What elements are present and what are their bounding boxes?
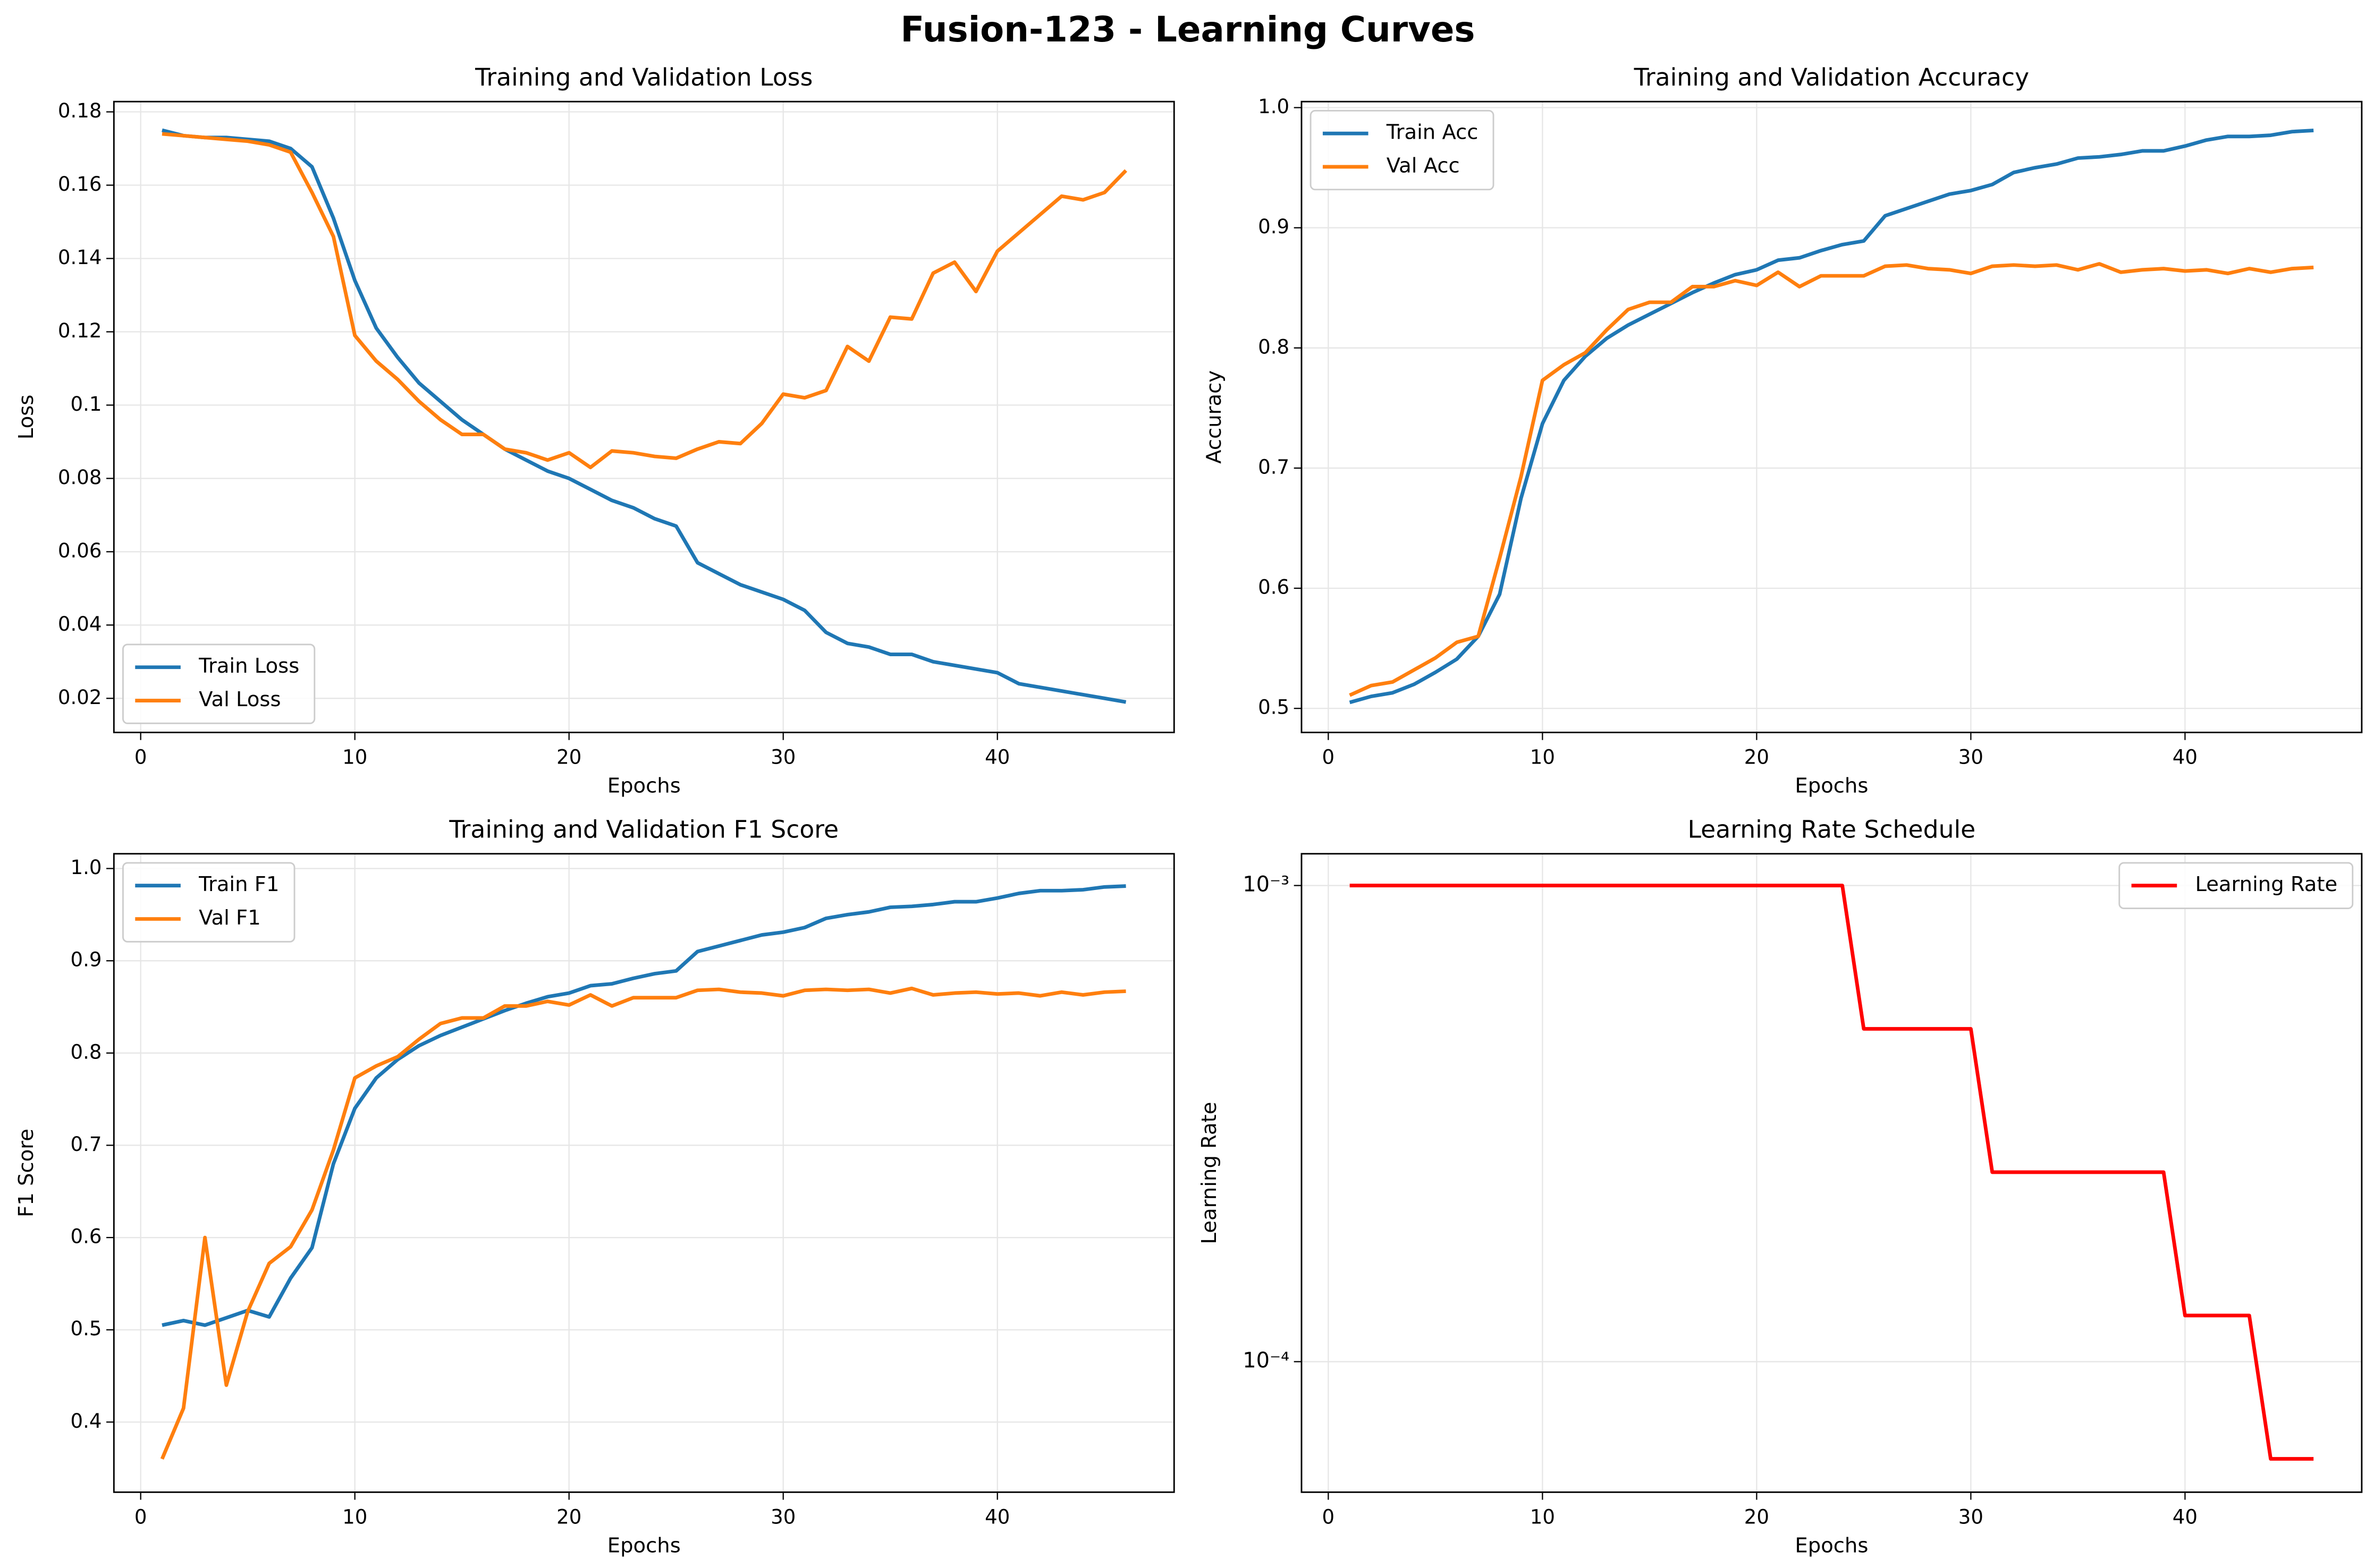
legend-label: Val Loss <box>199 688 281 711</box>
legend: Learning Rate <box>2118 862 2354 909</box>
y-tick-label: 0.12 <box>58 319 102 342</box>
y-axis-label: F1 Score <box>14 1129 38 1217</box>
y-tick-label: 0.14 <box>58 246 102 269</box>
x-tick-label: 10 <box>342 745 367 768</box>
x-axis-label: Epochs <box>1795 1534 1868 1558</box>
series-line <box>162 132 1128 470</box>
y-tick-label: 0.9 <box>1258 215 1289 238</box>
series-line <box>1349 262 2314 697</box>
subplot-title: Training and Validation Accuracy <box>1634 63 2029 91</box>
subplot: 0 10 20 30 40 0.4 0.5 0.6 0.7 0.8 0.9 1.0 Training a… <box>14 815 1175 1558</box>
y-tick-label: 0.18 <box>58 99 102 122</box>
y-tick-label: 0.6 <box>70 1225 102 1248</box>
series-line <box>1349 129 2314 705</box>
subplot: 0 10 20 30 40 0.5 0.6 0.7 0.8 0.9 1.0 Training and … <box>1202 63 2363 798</box>
x-tick-label: 0 <box>134 745 147 768</box>
x-tick-label: 20 <box>1744 745 1769 768</box>
axes-frame <box>113 100 1175 733</box>
legend-label: Train F1 <box>198 872 279 896</box>
legend-frame <box>1309 109 1494 191</box>
x-tick-label: 20 <box>556 745 581 768</box>
y-axis-label: Learning Rate <box>1197 1102 1221 1244</box>
y-tick-label: 0.5 <box>70 1317 102 1340</box>
x-tick-label: 0 <box>1322 1505 1335 1528</box>
y-tick-label: 0.8 <box>1258 335 1289 358</box>
x-axis-label: Epochs <box>1795 774 1868 798</box>
axes-frame <box>1300 853 2363 1493</box>
x-tick-label: 40 <box>985 745 1010 768</box>
x-tick-label: 40 <box>2173 745 2198 768</box>
legend-frame <box>122 862 295 943</box>
y-tick-label: 0.6 <box>1258 576 1289 599</box>
x-axis-label: Epochs <box>607 1534 681 1558</box>
y-axis-label: Loss <box>14 395 38 439</box>
x-tick-label: 0 <box>1322 745 1335 768</box>
y-tick-label: 1.0 <box>70 856 102 879</box>
legend-label: Train Loss <box>198 654 299 678</box>
axes-frame <box>113 853 1175 1493</box>
y-tick-label: 10⁻⁴ <box>1243 1349 1289 1373</box>
axes-frame <box>1300 100 2363 733</box>
x-tick-label: 30 <box>1958 1505 1983 1528</box>
x-tick-label: 10 <box>1530 745 1555 768</box>
y-tick-label: 0.1 <box>70 393 102 416</box>
legend: Train F1 Val F1 <box>122 862 295 943</box>
y-tick-label: 0.9 <box>70 948 102 971</box>
subplot-title: Training and Validation F1 Score <box>449 815 839 843</box>
x-tick-label: 20 <box>556 1505 581 1528</box>
x-tick-label: 40 <box>2173 1505 2198 1528</box>
legend-label: Train Acc <box>1386 121 1479 145</box>
x-tick-label: 20 <box>1744 1505 1769 1528</box>
x-tick-label: 40 <box>985 1505 1010 1528</box>
y-tick-label: 0.06 <box>58 539 102 562</box>
y-tick-label: 0.16 <box>58 173 102 196</box>
y-tick-label: 0.8 <box>70 1040 102 1063</box>
y-tick-label: 0.7 <box>1258 455 1289 478</box>
subplot: 0 10 20 30 40 0.02 0.04 0.06 0.08 0.1 0.12 0.14 0.16… <box>14 63 1175 798</box>
y-tick-label: 0.02 <box>58 686 102 709</box>
y-tick-label: 0.08 <box>58 466 102 489</box>
x-tick-label: 30 <box>771 1505 796 1528</box>
y-tick-label: 0.7 <box>70 1133 102 1156</box>
series-line <box>1349 884 2314 1461</box>
legend-label: Val Acc <box>1387 154 1460 177</box>
x-tick-label: 30 <box>1958 745 1983 768</box>
series-line <box>160 986 1126 1460</box>
legend-label: Learning Rate <box>2195 872 2337 896</box>
legend: Train Loss Val Loss <box>122 643 316 724</box>
y-tick-label: 0.5 <box>1258 696 1289 719</box>
y-tick-label: 1.0 <box>1258 95 1289 118</box>
subplot-title: Learning Rate Schedule <box>1688 815 1976 843</box>
y-tick-label: 10⁻³ <box>1243 872 1289 897</box>
series-line <box>162 128 1127 704</box>
y-tick-label: 0.04 <box>58 613 102 635</box>
series-line <box>162 884 1126 1327</box>
y-axis-label: Accuracy <box>1202 370 1226 464</box>
x-tick-label: 10 <box>1530 1505 1555 1528</box>
figure-title: Fusion-123 - Learning Curves <box>900 10 1475 50</box>
legend-frame <box>122 643 316 724</box>
legend: Train Acc Val Acc <box>1309 109 1494 191</box>
subplot-title: Training and Validation Loss <box>475 63 813 91</box>
x-tick-label: 0 <box>134 1505 147 1528</box>
legend-frame <box>2118 862 2354 909</box>
x-axis-label: Epochs <box>607 774 681 798</box>
subplot: 0 10 20 30 40 10⁻³ 10⁻⁴ Learning Rate Schedule E… <box>1197 815 2363 1558</box>
x-tick-label: 30 <box>771 745 796 768</box>
x-tick-label: 10 <box>342 1505 367 1528</box>
y-tick-label: 0.4 <box>70 1410 102 1433</box>
legend-label: Val F1 <box>199 906 261 930</box>
